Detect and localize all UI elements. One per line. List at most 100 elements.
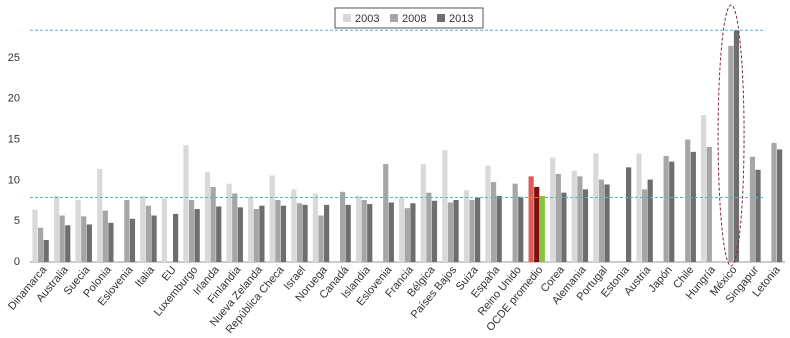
bar: [749, 156, 756, 262]
bar: [442, 150, 448, 262]
bar: [431, 200, 438, 262]
bar: [641, 189, 648, 262]
bar: [280, 205, 287, 262]
bar: [626, 167, 632, 262]
bar: [237, 207, 243, 262]
bar: [636, 153, 642, 262]
bar: [151, 215, 157, 262]
bar: [685, 139, 691, 262]
bar: [669, 161, 675, 262]
bar: [355, 195, 362, 262]
bar: [426, 192, 432, 262]
bar: [647, 179, 653, 262]
bar: [183, 145, 189, 262]
bar: [140, 195, 146, 262]
y-tick-label: 20: [8, 93, 20, 105]
legend-label: 2008: [402, 13, 426, 25]
bar: [248, 196, 254, 262]
bar: [550, 157, 556, 262]
bar: [777, 149, 783, 262]
legend: 2003 2008 2013: [334, 7, 484, 29]
bar: [226, 183, 232, 262]
x-tick-label: Italia: [133, 263, 158, 289]
bar: [259, 205, 265, 262]
bar: [124, 199, 130, 262]
bar: [453, 199, 459, 262]
bar: [232, 193, 238, 262]
legend-swatch: [437, 14, 445, 22]
bar: [161, 198, 168, 262]
bar: [555, 173, 561, 262]
bar: [312, 193, 319, 262]
bar: [528, 176, 534, 262]
bar: [188, 199, 195, 262]
bar: [475, 197, 481, 262]
bar: [53, 195, 60, 262]
bar: [43, 239, 49, 262]
bar: [75, 199, 81, 262]
bar: [404, 208, 410, 262]
y-tick-label: 25: [8, 52, 20, 64]
bar: [383, 164, 389, 262]
bar: [490, 182, 497, 262]
bar: [102, 210, 108, 262]
bar: [598, 179, 605, 262]
bar: [97, 168, 103, 262]
x-tick-label: EU: [160, 264, 179, 283]
bar: [173, 213, 179, 262]
bar: [701, 115, 707, 263]
bar: [410, 203, 416, 262]
bar: [81, 216, 87, 262]
bar: [771, 142, 777, 262]
bar: [65, 225, 71, 262]
bar: [367, 204, 373, 262]
bar: [302, 204, 308, 262]
legend-box: [334, 7, 484, 29]
bar: [345, 204, 351, 262]
bar: [755, 169, 761, 262]
bar: [32, 209, 38, 262]
legend-label: 2003: [355, 13, 379, 25]
bar: [216, 206, 222, 262]
y-tick-label: 0: [14, 256, 20, 268]
bar: [420, 164, 426, 262]
bar: [561, 192, 567, 262]
bar: [463, 190, 470, 262]
bar: [269, 175, 275, 262]
bar: [108, 222, 114, 262]
bar: [204, 172, 211, 262]
bar: [690, 151, 696, 262]
bar: [733, 30, 740, 262]
bar: [663, 155, 669, 262]
legend-swatch: [390, 14, 398, 22]
bar: [512, 183, 518, 262]
bar: [194, 208, 200, 262]
bar: [534, 186, 540, 262]
bar: [59, 215, 65, 262]
bar: [145, 205, 152, 262]
bar: [318, 215, 324, 262]
y-tick-label: 10: [8, 174, 20, 186]
bar: [447, 202, 454, 262]
bar: [210, 186, 216, 262]
bar: [582, 189, 589, 262]
bar: [253, 208, 259, 262]
bar: [518, 196, 524, 262]
bar: [496, 195, 502, 262]
bar: [485, 165, 491, 262]
bar: [324, 204, 330, 262]
legend-swatch: [343, 14, 351, 22]
bar: [469, 199, 475, 262]
x-tick-label: Japón: [646, 264, 674, 295]
bar: [539, 195, 545, 262]
bar: [577, 176, 583, 262]
bar: [37, 227, 44, 262]
bar: [593, 153, 599, 262]
legend-label: 2013: [449, 13, 473, 25]
bar: [291, 189, 297, 262]
bar: [361, 199, 367, 262]
bar: [275, 199, 281, 262]
bar: [339, 191, 346, 262]
bar: [399, 196, 405, 262]
